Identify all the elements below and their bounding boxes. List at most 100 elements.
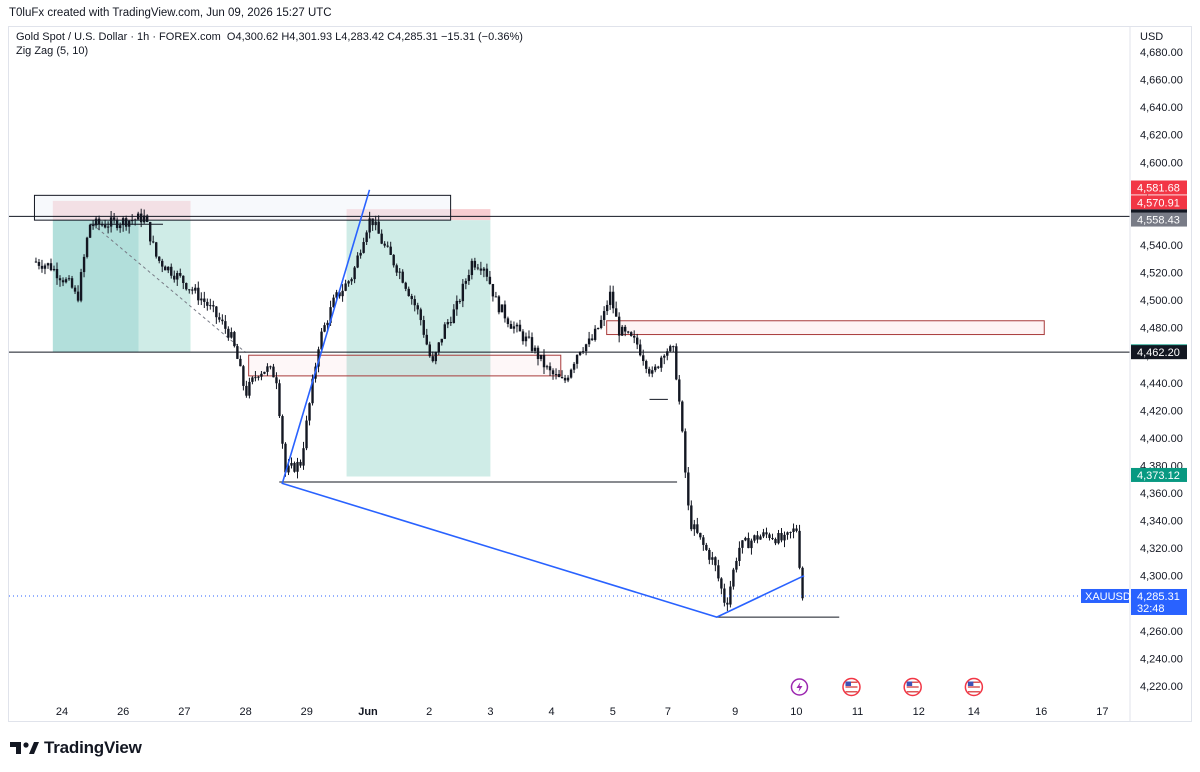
candle-body [257,376,260,378]
candle-body [377,221,380,234]
candle [209,298,212,310]
price-tick-label: 4,340.00 [1140,516,1183,528]
candle [681,400,684,433]
candle-body [675,346,678,380]
position-target-zone[interactable] [52,220,139,353]
candle [70,275,74,289]
candle-body [287,465,290,473]
chart-frame[interactable] [8,26,1192,722]
candle [449,316,453,326]
candle [335,289,338,300]
candle [596,327,600,330]
position-target-zone[interactable] [346,220,491,477]
candle-body [590,338,594,340]
candle-body [374,221,377,226]
candle-body [335,292,338,298]
candle-body [152,241,155,243]
candle [675,343,678,381]
candle [215,305,218,324]
candle-body [155,242,158,257]
candle [581,347,585,355]
candle-body [320,331,323,350]
us-flag-event-icon[interactable] [842,677,861,697]
price-tag[interactable]: 4,581.68 [1131,180,1187,195]
symbol-tag[interactable]: XAUUSD [1081,588,1131,603]
candle [470,258,474,280]
candle-body [245,385,248,396]
flag-stripe [845,684,858,686]
candle [753,534,756,543]
candle-body [533,347,537,351]
candle-body [729,586,732,605]
candle-body [789,531,792,533]
currency-label[interactable]: USD [1140,31,1164,43]
flash-event-icon[interactable] [790,678,809,696]
us-flag-event-icon[interactable] [964,677,984,697]
candle-body [73,287,77,292]
candle [227,326,230,341]
tradingview-logo[interactable]: TradingView [10,738,142,758]
candle-body [227,328,230,338]
rectangle-drawing[interactable] [606,320,1045,336]
rectangle-drawing[interactable] [248,354,562,377]
candle [629,331,633,337]
candle [747,532,750,549]
symbol-title[interactable]: Gold Spot / U.S. Dollar · 1h · FOREX.com [16,31,221,43]
ohlc-values: O4,300.62 H4,301.93 L4,283.42 C4,285.31 … [226,31,523,43]
candle [79,268,83,303]
candle-body [608,291,612,305]
candle [551,368,555,380]
candle-body [356,255,359,268]
flag-canton [967,681,974,686]
candle-body [744,537,747,541]
candle-body [672,346,675,348]
candle-body [170,266,173,276]
time-tick-label: 14 [968,706,980,718]
candle-body [115,219,119,229]
candle-body [254,377,257,379]
price-tag[interactable]: 4,462.20 [1131,345,1187,360]
position-target-zone[interactable] [138,220,191,353]
candle-body [179,273,182,276]
candle-body [551,370,555,375]
candle-body [602,311,606,320]
price-tag-bg [1131,345,1187,360]
candle [464,278,468,290]
candle-body [293,462,296,472]
candle-body [720,578,723,589]
candle [236,343,239,360]
candle-body [708,549,711,560]
price-tag[interactable]: 4,373.12 [1131,467,1187,482]
last-price-label: 4,285.31 [1137,591,1180,603]
candle-body [49,263,53,271]
candle-body [70,278,74,288]
zigzag-line[interactable] [281,189,805,618]
candle [302,441,305,470]
time-tick-label: 4 [549,706,555,718]
candle-body [341,290,344,297]
candle-body [611,291,615,309]
candle-body [142,215,146,223]
candle [139,208,143,228]
candle [332,294,335,308]
candle-body [515,324,519,327]
price-tag[interactable]: 4,570.91 [1131,195,1187,210]
candle [702,534,705,551]
price-tag[interactable]: 4,558.43 [1131,212,1187,227]
candle-body [657,366,660,368]
candle [657,365,660,370]
candle-body [347,281,350,284]
candle-body [326,322,329,326]
flag-stripe [845,686,858,688]
candle [771,533,774,541]
candle-body [524,336,528,342]
candle-body [605,304,609,312]
candle-body [527,336,531,338]
flag-canton [906,681,913,686]
candle-body [127,220,131,227]
indicator-title[interactable]: Zig Zag (5, 10) [16,45,89,57]
candle [85,236,89,259]
us-flag-event-icon[interactable] [903,677,922,697]
